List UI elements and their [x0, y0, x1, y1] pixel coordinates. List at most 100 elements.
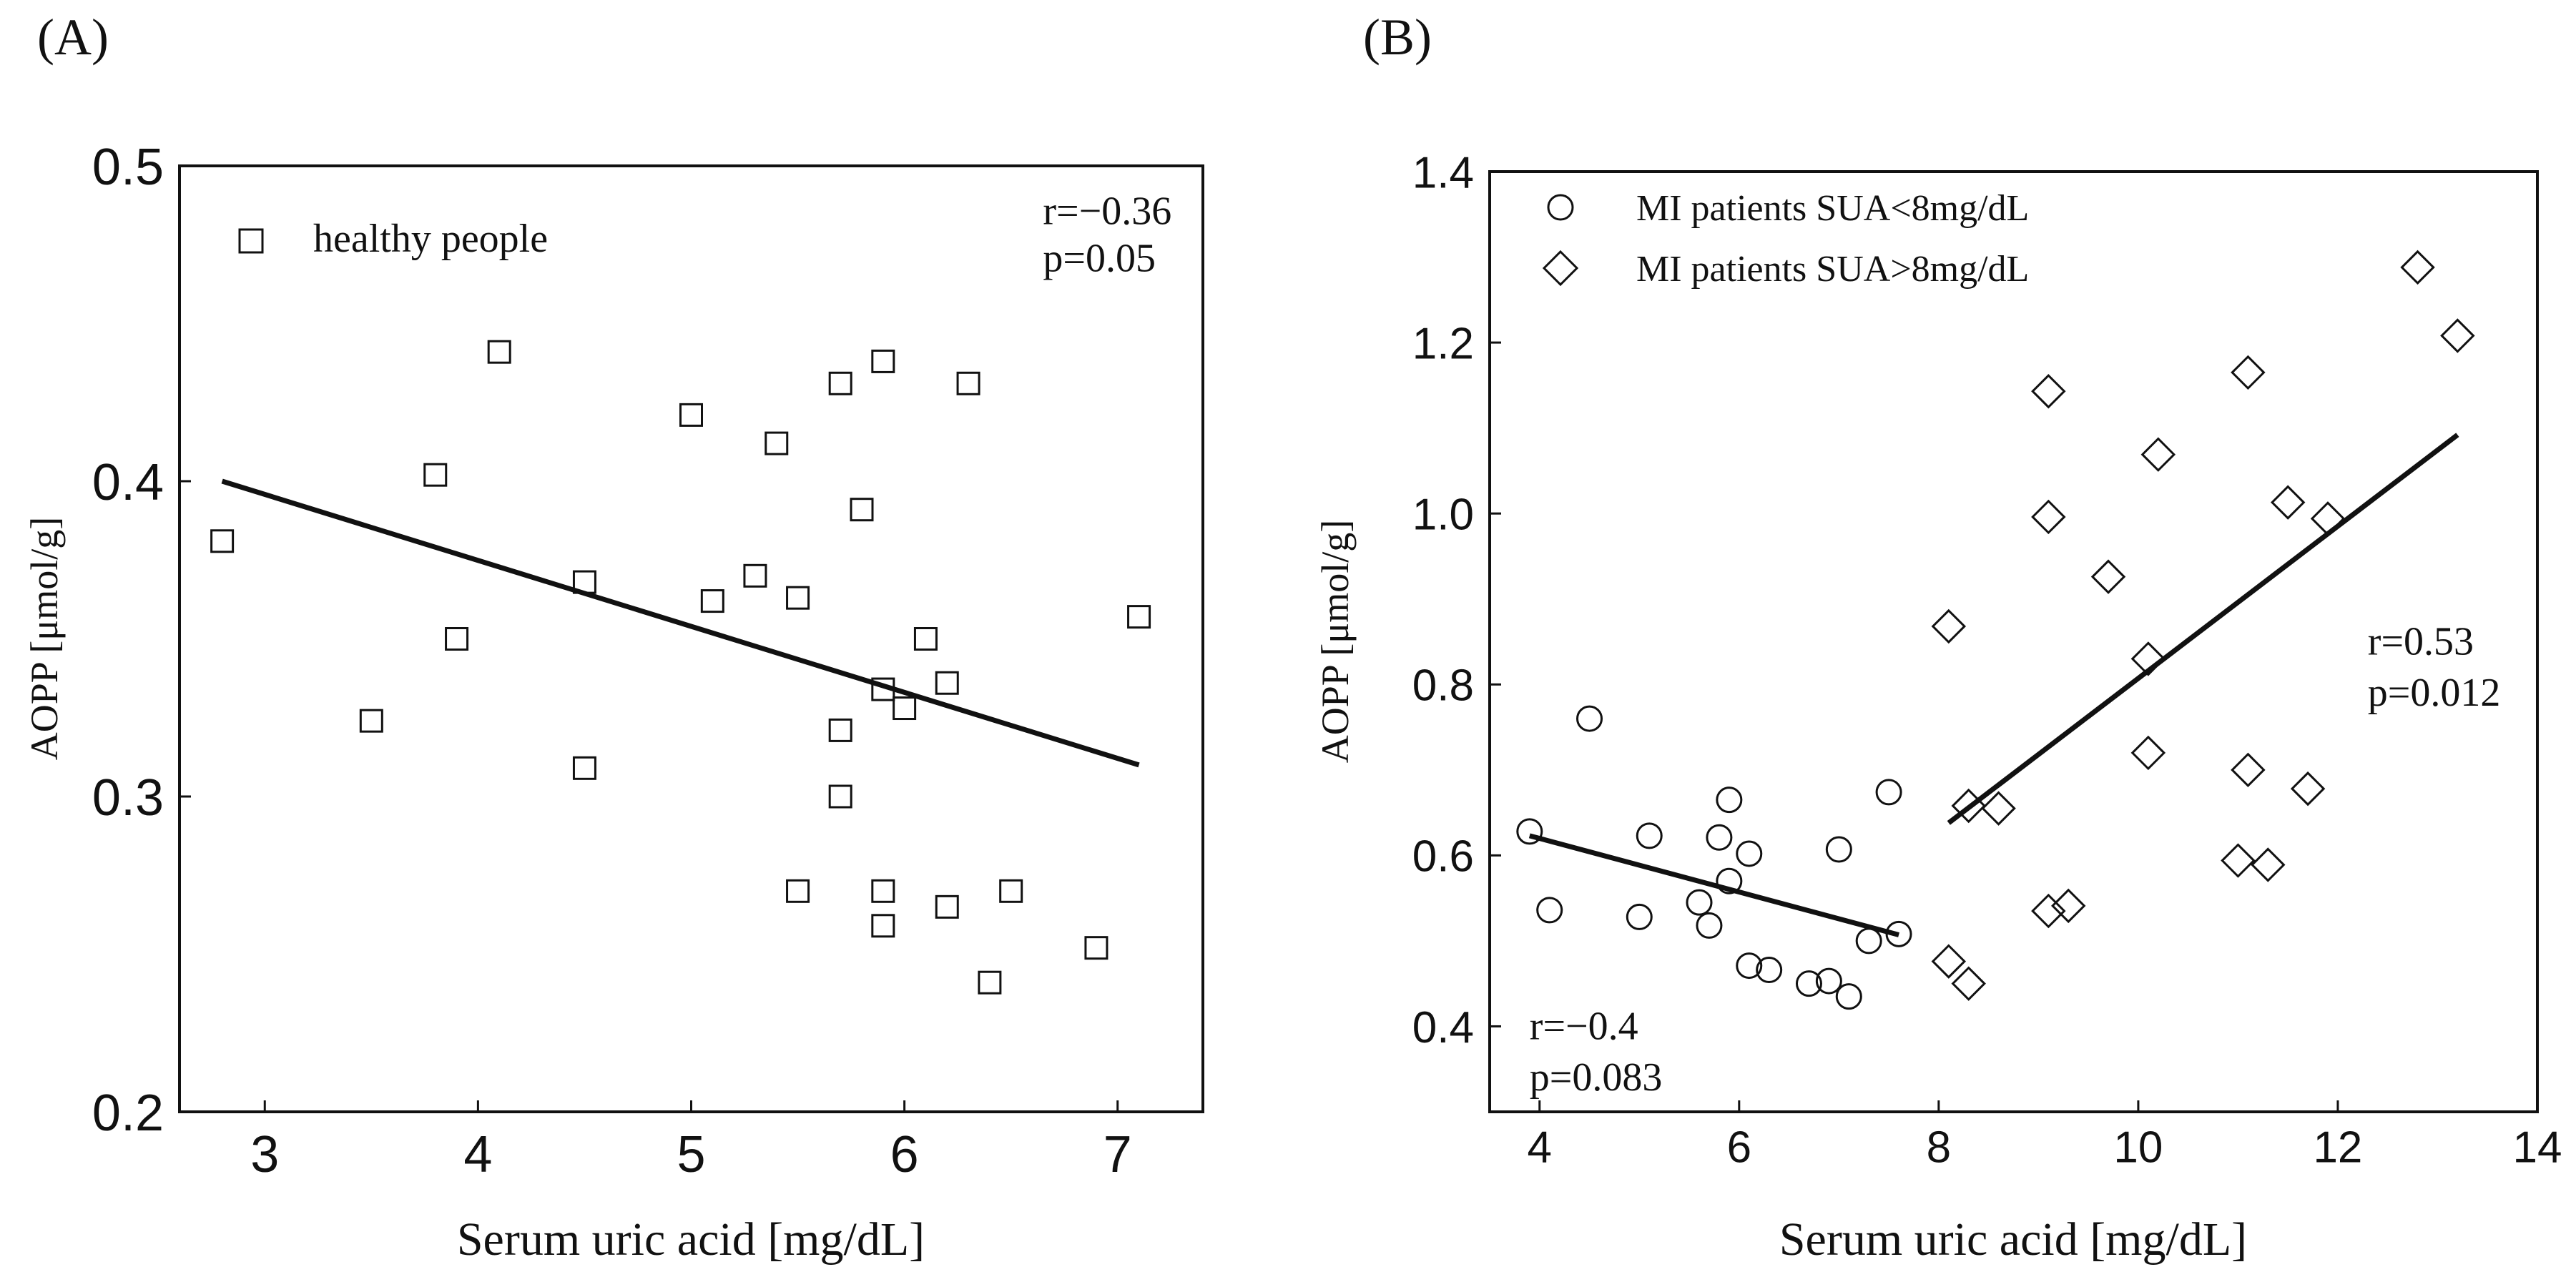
panel-b-data-points — [1516, 250, 2475, 1010]
circle-marker-point — [1875, 779, 1902, 806]
panel-a-plot-frame — [178, 164, 1204, 1113]
legend-diamond-marker — [1542, 250, 1579, 287]
diamond-marker-point — [2310, 501, 2346, 536]
circle-marker-point — [1706, 824, 1733, 851]
square-marker-point — [871, 677, 895, 701]
diamond-marker-point — [1951, 788, 1986, 824]
square-marker-point — [743, 563, 767, 588]
panel-b-x-ticks: 4 6 8 10 12 14 — [1528, 1100, 2562, 1172]
circle-marker-point — [1536, 897, 1563, 924]
circle-marker-point — [1736, 952, 1763, 980]
diamond-marker-point — [2051, 888, 2086, 924]
panel-a-data-points — [210, 340, 1151, 995]
square-marker-point — [828, 718, 852, 742]
panel-b-y-ticks: 0.4 0.6 0.8 1.0 1.2 1.4 — [1412, 148, 1501, 1052]
diamond-marker-point — [2290, 771, 2326, 807]
panel-a-y-ticks: 0.2 0.3 0.4 0.5 — [92, 139, 191, 1142]
circle-marker-point — [1696, 912, 1723, 939]
square-marker-point — [210, 529, 235, 553]
circle-marker-point — [1756, 957, 1783, 984]
diamond-marker-point — [2031, 893, 2066, 929]
legend-label-sua-above-8: MI patients SUA>8mg/dL — [1636, 249, 2029, 290]
diamond-marker-point — [2440, 318, 2475, 353]
legend-circle-marker — [1547, 194, 1574, 221]
circle-marker-point — [1626, 903, 1653, 930]
diamond-marker-point — [2031, 499, 2066, 535]
panel-b-x-tick-label: 12 — [2313, 1123, 2362, 1172]
circle-marker-point — [1815, 967, 1842, 995]
panel-a-fit-lines — [221, 478, 1140, 768]
circle-marker-point — [1885, 920, 1912, 947]
square-marker-point — [700, 589, 724, 613]
panel-b-y-axis-label: AOPP [μmol/g] — [1314, 520, 1357, 763]
panel-b-high-r-value: r=0.53 — [2368, 619, 2474, 664]
square-marker-point — [572, 756, 596, 780]
panel-a-x-tick-label: 4 — [463, 1126, 492, 1183]
panel-a-label: (A) — [37, 9, 109, 66]
panel-b-y-tick-label: 0.6 — [1412, 832, 1474, 882]
diamond-marker-point — [1951, 966, 1986, 1001]
square-marker-point — [423, 463, 448, 487]
square-marker-point — [913, 627, 938, 651]
circle-marker-point — [1835, 983, 1862, 1010]
square-marker-point — [786, 879, 810, 903]
panel-b-low-r-value: r=−0.4 — [1530, 1004, 1638, 1048]
panel-b: (B) 4 6 8 10 12 14 0.4 0.6 0.8 1.0 1.2 1.4 Serum u… — [1314, 9, 2562, 1266]
panel-b-y-tick-label: 1.2 — [1412, 319, 1474, 368]
square-marker-point — [850, 498, 874, 522]
panel-a-annotations: r=−0.36 p=0.05 — [1043, 189, 1171, 281]
panel-a-x-tick-label: 5 — [677, 1126, 705, 1183]
panel-b-legend: MI patients SUA<8mg/dL MI patients SUA>8… — [1542, 188, 2029, 290]
panel-a-y-tick-label: 0.4 — [92, 454, 164, 511]
panel-a-y-tick-label: 0.3 — [92, 769, 164, 827]
square-marker-point — [871, 914, 895, 938]
square-marker-point — [1127, 605, 1151, 629]
legend-label-sua-below-8: MI patients SUA<8mg/dL — [1636, 188, 2029, 229]
panel-b-high-p-value: p=0.012 — [2368, 671, 2501, 715]
circle-marker-point — [1855, 927, 1882, 955]
diamond-marker-point — [1931, 944, 1967, 979]
panel-a-legend: healthy people — [238, 217, 548, 261]
diamond-marker-point — [2221, 843, 2256, 878]
panel-b-y-tick-label: 1.4 — [1412, 148, 1474, 197]
panel-b-fit-lines — [1528, 433, 2459, 937]
square-marker-point — [572, 570, 596, 594]
diamond-marker-point — [2140, 437, 2176, 472]
panel-a-x-tick-label: 3 — [250, 1126, 279, 1183]
panel-a-x-axis-label: Serum uric acid [mg/dL] — [457, 1213, 925, 1266]
square-marker-point — [893, 696, 917, 721]
circle-marker-point — [1636, 822, 1663, 849]
diamond-marker-point — [2270, 485, 2306, 520]
panel-b-x-tick-label: 6 — [1727, 1123, 1751, 1172]
panel-b-x-tick-label: 4 — [1528, 1123, 1552, 1172]
panel-a-fit-line-0 — [221, 478, 1140, 768]
diamond-marker-point — [2130, 735, 2166, 771]
panel-a-p-value: p=0.05 — [1043, 237, 1156, 281]
panel-a-y-tick-label: 0.2 — [92, 1085, 164, 1142]
square-marker-point — [871, 879, 895, 903]
square-marker-point — [956, 371, 980, 395]
panel-b-fit-line-0 — [1528, 833, 1899, 937]
panel-a-x-ticks: 3 4 5 6 7 — [250, 1100, 1132, 1183]
circle-marker-point — [1795, 970, 1822, 997]
panel-a-x-tick-label: 7 — [1103, 1126, 1132, 1183]
square-marker-point — [786, 586, 810, 610]
square-marker-point — [978, 970, 1002, 995]
legend-label-healthy-people: healthy people — [313, 217, 548, 261]
panel-b-x-tick-label: 10 — [2113, 1123, 2163, 1172]
square-marker-point — [935, 894, 959, 919]
panel-b-y-tick-label: 0.8 — [1412, 661, 1474, 711]
diamond-marker-point — [2231, 355, 2266, 390]
square-marker-point — [871, 349, 895, 373]
panel-a-y-tick-label: 0.5 — [92, 139, 164, 196]
circle-marker-point — [1716, 786, 1743, 814]
square-marker-point — [445, 627, 469, 651]
square-marker-point — [999, 879, 1023, 903]
panel-a-y-axis-label: AOPP [μmol/g] — [23, 517, 66, 760]
panel-b-annotations: r=0.53 p=0.012 r=−0.4 p=0.083 — [1530, 619, 2501, 1100]
square-marker-point — [828, 784, 852, 809]
panel-b-x-axis-label: Serum uric acid [mg/dL] — [1779, 1213, 2247, 1266]
diamond-marker-point — [2400, 250, 2435, 285]
diamond-marker-point — [2090, 559, 2126, 594]
